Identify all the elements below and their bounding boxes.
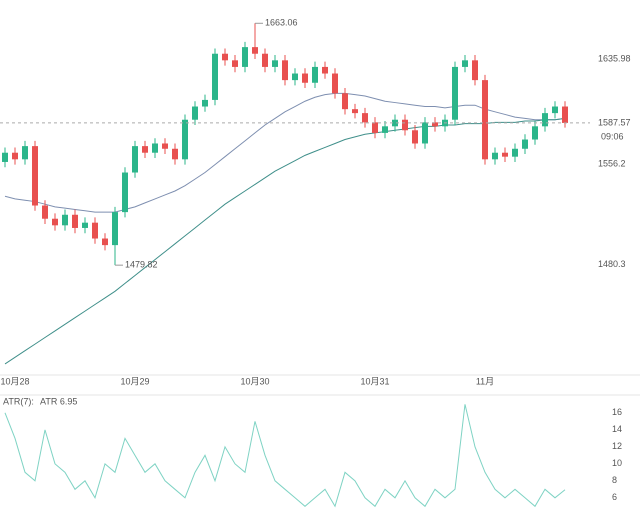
candle-body <box>372 122 378 133</box>
candle-body <box>2 152 8 162</box>
y-tick-label: 1635.98 <box>598 53 631 63</box>
candle-body <box>242 47 248 67</box>
candle-body <box>352 109 358 114</box>
candle-body <box>62 214 68 226</box>
moving-average <box>4 117 566 365</box>
candle-body <box>312 66 318 83</box>
candle-body <box>72 214 78 228</box>
high-label: 1663.06 <box>265 18 298 28</box>
candle-body <box>342 93 348 110</box>
candle-body <box>212 53 218 100</box>
candle-body <box>542 113 548 127</box>
moving-average <box>4 92 566 213</box>
x-tick-label: 11月 <box>476 376 494 386</box>
candle-body <box>392 119 398 127</box>
candle-body <box>452 66 458 120</box>
candle-body <box>142 146 148 153</box>
candle-body <box>562 106 568 123</box>
candle-body <box>552 106 558 114</box>
candle-body <box>322 66 328 74</box>
candle-body <box>532 126 538 140</box>
candle-body <box>252 47 258 54</box>
y-tick-label: 8 <box>612 475 617 485</box>
candle-body <box>112 212 118 246</box>
candle-body <box>202 99 208 107</box>
candle-body <box>262 53 268 67</box>
candle-body <box>132 146 138 173</box>
candle-body <box>462 60 468 67</box>
y-tick-label: 6 <box>612 492 617 502</box>
y-tick-label: 12 <box>612 441 622 451</box>
candle-body <box>122 172 128 213</box>
candle-body <box>522 139 528 149</box>
atr-title: ATR(7): <box>3 396 34 406</box>
candle-body <box>32 146 38 206</box>
candle-body <box>52 218 58 226</box>
candle-body <box>422 122 428 144</box>
y-tick-label: 16 <box>612 407 622 417</box>
candle-body <box>192 106 198 120</box>
atr-line <box>4 404 566 508</box>
candle-body <box>492 152 498 160</box>
candle-body <box>432 122 438 127</box>
candle-body <box>152 143 158 153</box>
candle-body <box>362 113 368 123</box>
candle-body <box>102 238 108 246</box>
countdown: 09:06 <box>601 131 624 141</box>
candle-body <box>162 143 168 149</box>
candle-body <box>92 222 98 239</box>
candle-body <box>12 152 18 160</box>
low-label: 1479.82 <box>125 260 158 270</box>
candle-body <box>382 126 388 133</box>
candle-body <box>272 60 278 67</box>
candle-body <box>412 130 418 144</box>
x-tick-label: 10月31 <box>360 376 389 386</box>
candle-body <box>292 73 298 81</box>
candle-body <box>22 146 28 160</box>
candle-body <box>472 60 478 81</box>
y-tick-label: 10 <box>612 458 622 468</box>
candle-body <box>502 152 508 157</box>
candle-body <box>402 119 408 131</box>
candle-body <box>42 205 48 219</box>
candle-body <box>82 222 88 228</box>
candle-body <box>182 119 188 160</box>
candle-body <box>302 73 308 83</box>
y-tick-label: 14 <box>612 424 622 434</box>
legend-label: ATR 6.95 <box>40 396 77 406</box>
candle-body <box>222 53 228 61</box>
x-tick-label: 10月30 <box>240 376 269 386</box>
y-tick-label: 1556.2 <box>598 159 626 169</box>
x-tick-label: 10月28 <box>0 376 29 386</box>
candle-body <box>282 60 288 81</box>
candle-body <box>332 73 338 94</box>
current-price-label: 1587.57 <box>598 117 631 127</box>
candle-body <box>232 60 238 67</box>
candle-body <box>482 80 488 160</box>
y-tick-label: 1480.3 <box>598 259 626 269</box>
candle-body <box>512 148 518 157</box>
candle-body <box>172 148 178 160</box>
x-tick-label: 10月29 <box>120 376 149 386</box>
